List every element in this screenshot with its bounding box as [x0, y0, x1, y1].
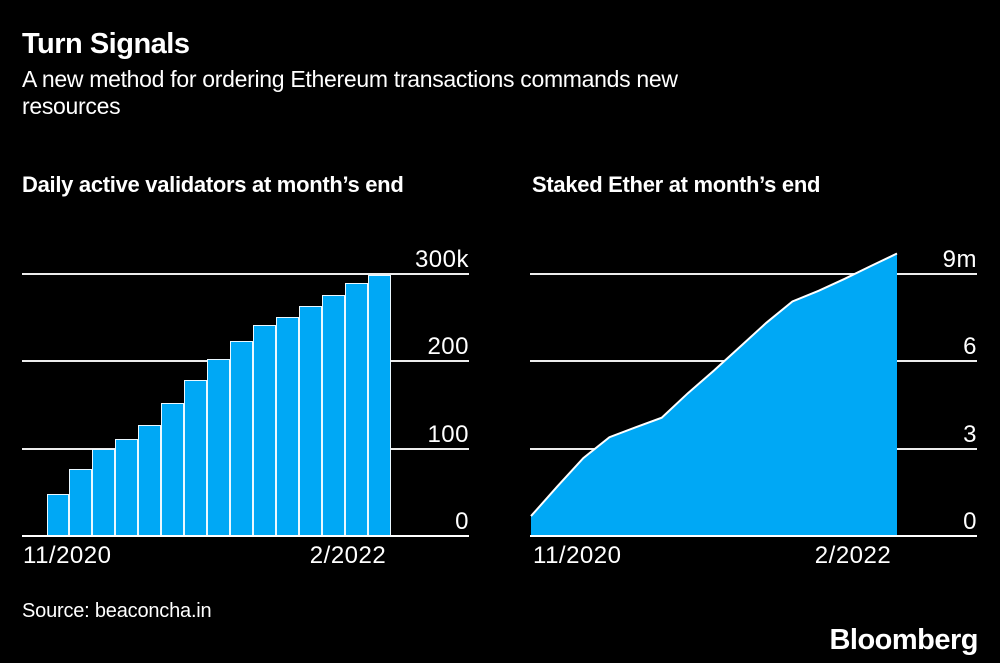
validators-bar-chart: 0 100 200 300k 11/2020 2/2022 — [22, 246, 469, 569]
x-axis-label-2/2022: 2/2022 — [814, 542, 892, 569]
y-axis-label-9m: 9m — [942, 246, 977, 273]
x-axis-line — [22, 535, 469, 537]
subtitle-line-1: A new method for ordering Ethereum trans… — [22, 66, 678, 92]
y-axis-label-3: 3 — [963, 420, 977, 448]
bar-1/2022 — [345, 282, 369, 535]
source-credit: Source: beaconcha.in — [22, 600, 212, 622]
y-axis-label-0: 0 — [963, 508, 977, 535]
bar-12/2021 — [322, 294, 346, 535]
bar-8/2021 — [230, 341, 254, 535]
bar-2/2022 — [368, 274, 392, 535]
bar-series — [46, 248, 392, 535]
bar-1/2021 — [69, 468, 93, 535]
gridline-9m — [530, 273, 977, 275]
bar-11/2021 — [299, 306, 323, 535]
y-axis-label-6: 6 — [963, 333, 977, 361]
bar-9/2021 — [253, 324, 277, 535]
y-axis-label-0: 0 — [455, 508, 469, 535]
subtitle-line-2: resources — [22, 93, 121, 119]
x-axis-line — [530, 535, 977, 537]
bar-7/2021 — [207, 359, 231, 535]
right-chart-title: Staked Ether at month’s end — [532, 172, 821, 197]
area-fill — [531, 253, 897, 535]
y-axis-label-200: 200 — [427, 333, 469, 361]
y-axis-label-300k: 300k — [414, 246, 469, 273]
y-axis-label-100: 100 — [427, 420, 469, 448]
x-axis-label-2/2022: 2/2022 — [309, 542, 387, 569]
bar-10/2021 — [276, 316, 300, 535]
gridline-300k — [22, 273, 469, 275]
x-axis-label-11/2020: 11/2020 — [533, 542, 622, 569]
bloomberg-logo: Bloomberg — [829, 624, 978, 656]
area-series — [530, 252, 898, 535]
bar-5/2021 — [161, 403, 185, 535]
left-chart-title: Daily active validators at month’s end — [22, 172, 404, 197]
bar-6/2021 — [184, 380, 208, 535]
staked-ether-area-chart: 0 3 6 9m 11/2020 2/2022 — [530, 246, 977, 569]
area-top-stroke — [530, 252, 898, 517]
bar-4/2021 — [138, 424, 162, 535]
bar-12/2020 — [46, 493, 70, 535]
x-axis-label-11/2020: 11/2020 — [23, 542, 112, 569]
bar-2/2021 — [92, 448, 116, 535]
figure-subtitle: A new method for ordering Ethereum trans… — [22, 66, 678, 120]
bar-3/2021 — [115, 438, 139, 535]
figure-title: Turn Signals — [22, 28, 190, 60]
